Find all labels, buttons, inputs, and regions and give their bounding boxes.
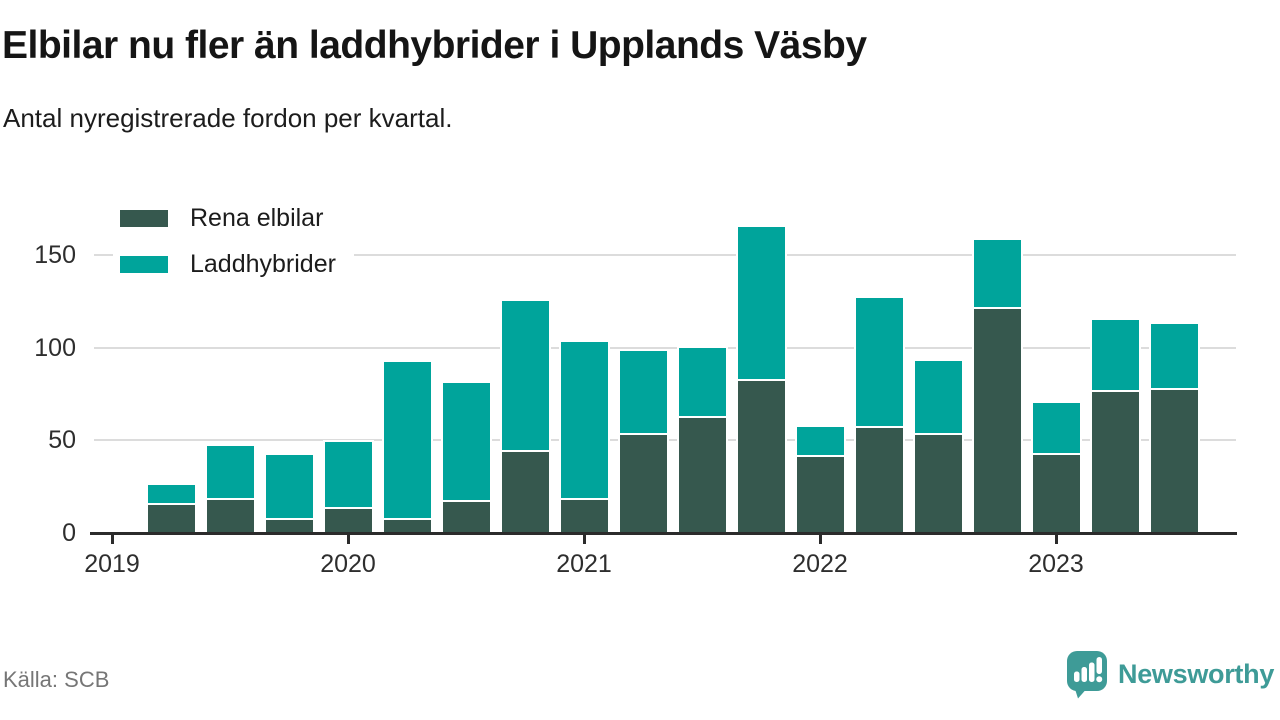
bar-2023-Q3-laddhybrider [1150, 323, 1198, 389]
legend-label-rena-elbilar: Rena elbilar [190, 203, 324, 232]
x-tick-2021 [583, 535, 586, 544]
bar-2021-Q2-laddhybrider [619, 351, 667, 433]
x-tick-2022 [819, 535, 822, 544]
chart-title: Elbilar nu fler än laddhybrider i Upplan… [2, 24, 867, 67]
bar-2022-Q3-rena-elbilar [914, 432, 962, 533]
legend-item-laddhybrider: Laddhybrider [113, 245, 354, 283]
bar-2019-Q3-laddhybrider [206, 445, 254, 498]
bar-2021-Q1-rena-elbilar [560, 497, 608, 533]
bar-2019-Q3-rena-elbilar [206, 497, 254, 533]
legend-swatch-rena-elbilar [120, 209, 168, 227]
gridline-150 [94, 254, 1236, 256]
bar-2020-Q3-rena-elbilar [442, 499, 490, 533]
bar-2021-Q3-laddhybrider [678, 347, 726, 417]
bar-2021-Q1-laddhybrider [560, 342, 608, 498]
bar-2023-Q3-rena-elbilar [1150, 388, 1198, 533]
bar-2021-Q2-rena-elbilar [619, 432, 667, 533]
source-note: Källa: SCB [3, 667, 110, 692]
bar-2022-Q3-laddhybrider [914, 360, 962, 433]
bar-2023-Q2-rena-elbilar [1091, 390, 1139, 533]
bar-2020-Q4-rena-elbilar [501, 449, 549, 533]
bar-2020-Q1-laddhybrider [324, 442, 372, 508]
bar-2022-Q1-rena-elbilar [796, 455, 844, 533]
bar-2019-Q4-rena-elbilar [265, 518, 313, 533]
bar-2022-Q2-laddhybrider [855, 297, 903, 426]
chart-subtitle: Antal nyregistrerade fordon per kvartal. [3, 103, 453, 133]
x-tick-2020 [347, 535, 350, 544]
bar-2020-Q4-laddhybrider [501, 301, 549, 450]
bar-2020-Q3-laddhybrider [442, 382, 490, 500]
bar-2022-Q2-rena-elbilar [855, 425, 903, 533]
x-tick-2023 [1055, 535, 1058, 544]
bar-2022-Q4-rena-elbilar [973, 306, 1021, 533]
bar-2022-Q4-laddhybrider [973, 240, 1021, 307]
newsworthy-speech-bubble-bar-chart-icon [1067, 651, 1107, 699]
x-axis-label-2023: 2023 [1028, 550, 1084, 578]
bar-2023-Q1-rena-elbilar [1032, 453, 1080, 533]
bar-2021-Q3-rena-elbilar [678, 416, 726, 533]
y-axis-label-100: 100 [34, 333, 76, 362]
bar-2019-Q2-laddhybrider [147, 484, 195, 504]
x-axis-label-2019: 2019 [84, 550, 140, 578]
bar-2023-Q1-laddhybrider [1032, 403, 1080, 454]
bar-2020-Q2-laddhybrider [383, 362, 431, 519]
legend-swatch-laddhybrider [120, 255, 168, 273]
newsworthy-wordmark: Newsworthy [1118, 659, 1275, 689]
x-axis-line [90, 532, 1237, 535]
x-axis-label-2022: 2022 [792, 550, 848, 578]
bar-2019-Q2-rena-elbilar [147, 503, 195, 533]
y-axis-label-50: 50 [48, 426, 76, 455]
bar-2022-Q1-laddhybrider [796, 427, 844, 456]
x-tick-2019 [111, 535, 114, 544]
bar-2021-Q4-rena-elbilar [737, 379, 785, 533]
bar-2020-Q1-rena-elbilar [324, 507, 372, 533]
bar-2023-Q2-laddhybrider [1091, 319, 1139, 391]
bar-2021-Q4-laddhybrider [737, 227, 785, 380]
y-axis-label-0: 0 [62, 519, 76, 547]
gridline-100 [94, 346, 1236, 349]
y-axis-label-150: 150 [34, 241, 76, 269]
x-axis-label-2021: 2021 [556, 550, 612, 578]
bar-2020-Q2-rena-elbilar [383, 518, 431, 533]
legend: Rena elbilar Laddhybrider [113, 199, 354, 283]
legend-label-laddhybrider: Laddhybrider [190, 249, 336, 278]
newsworthy-logo: Newsworthy [1066, 650, 1274, 699]
bar-2019-Q4-laddhybrider [265, 455, 313, 519]
x-axis-label-2020: 2020 [320, 550, 376, 578]
legend-item-rena-elbilar: Rena elbilar [113, 199, 354, 237]
